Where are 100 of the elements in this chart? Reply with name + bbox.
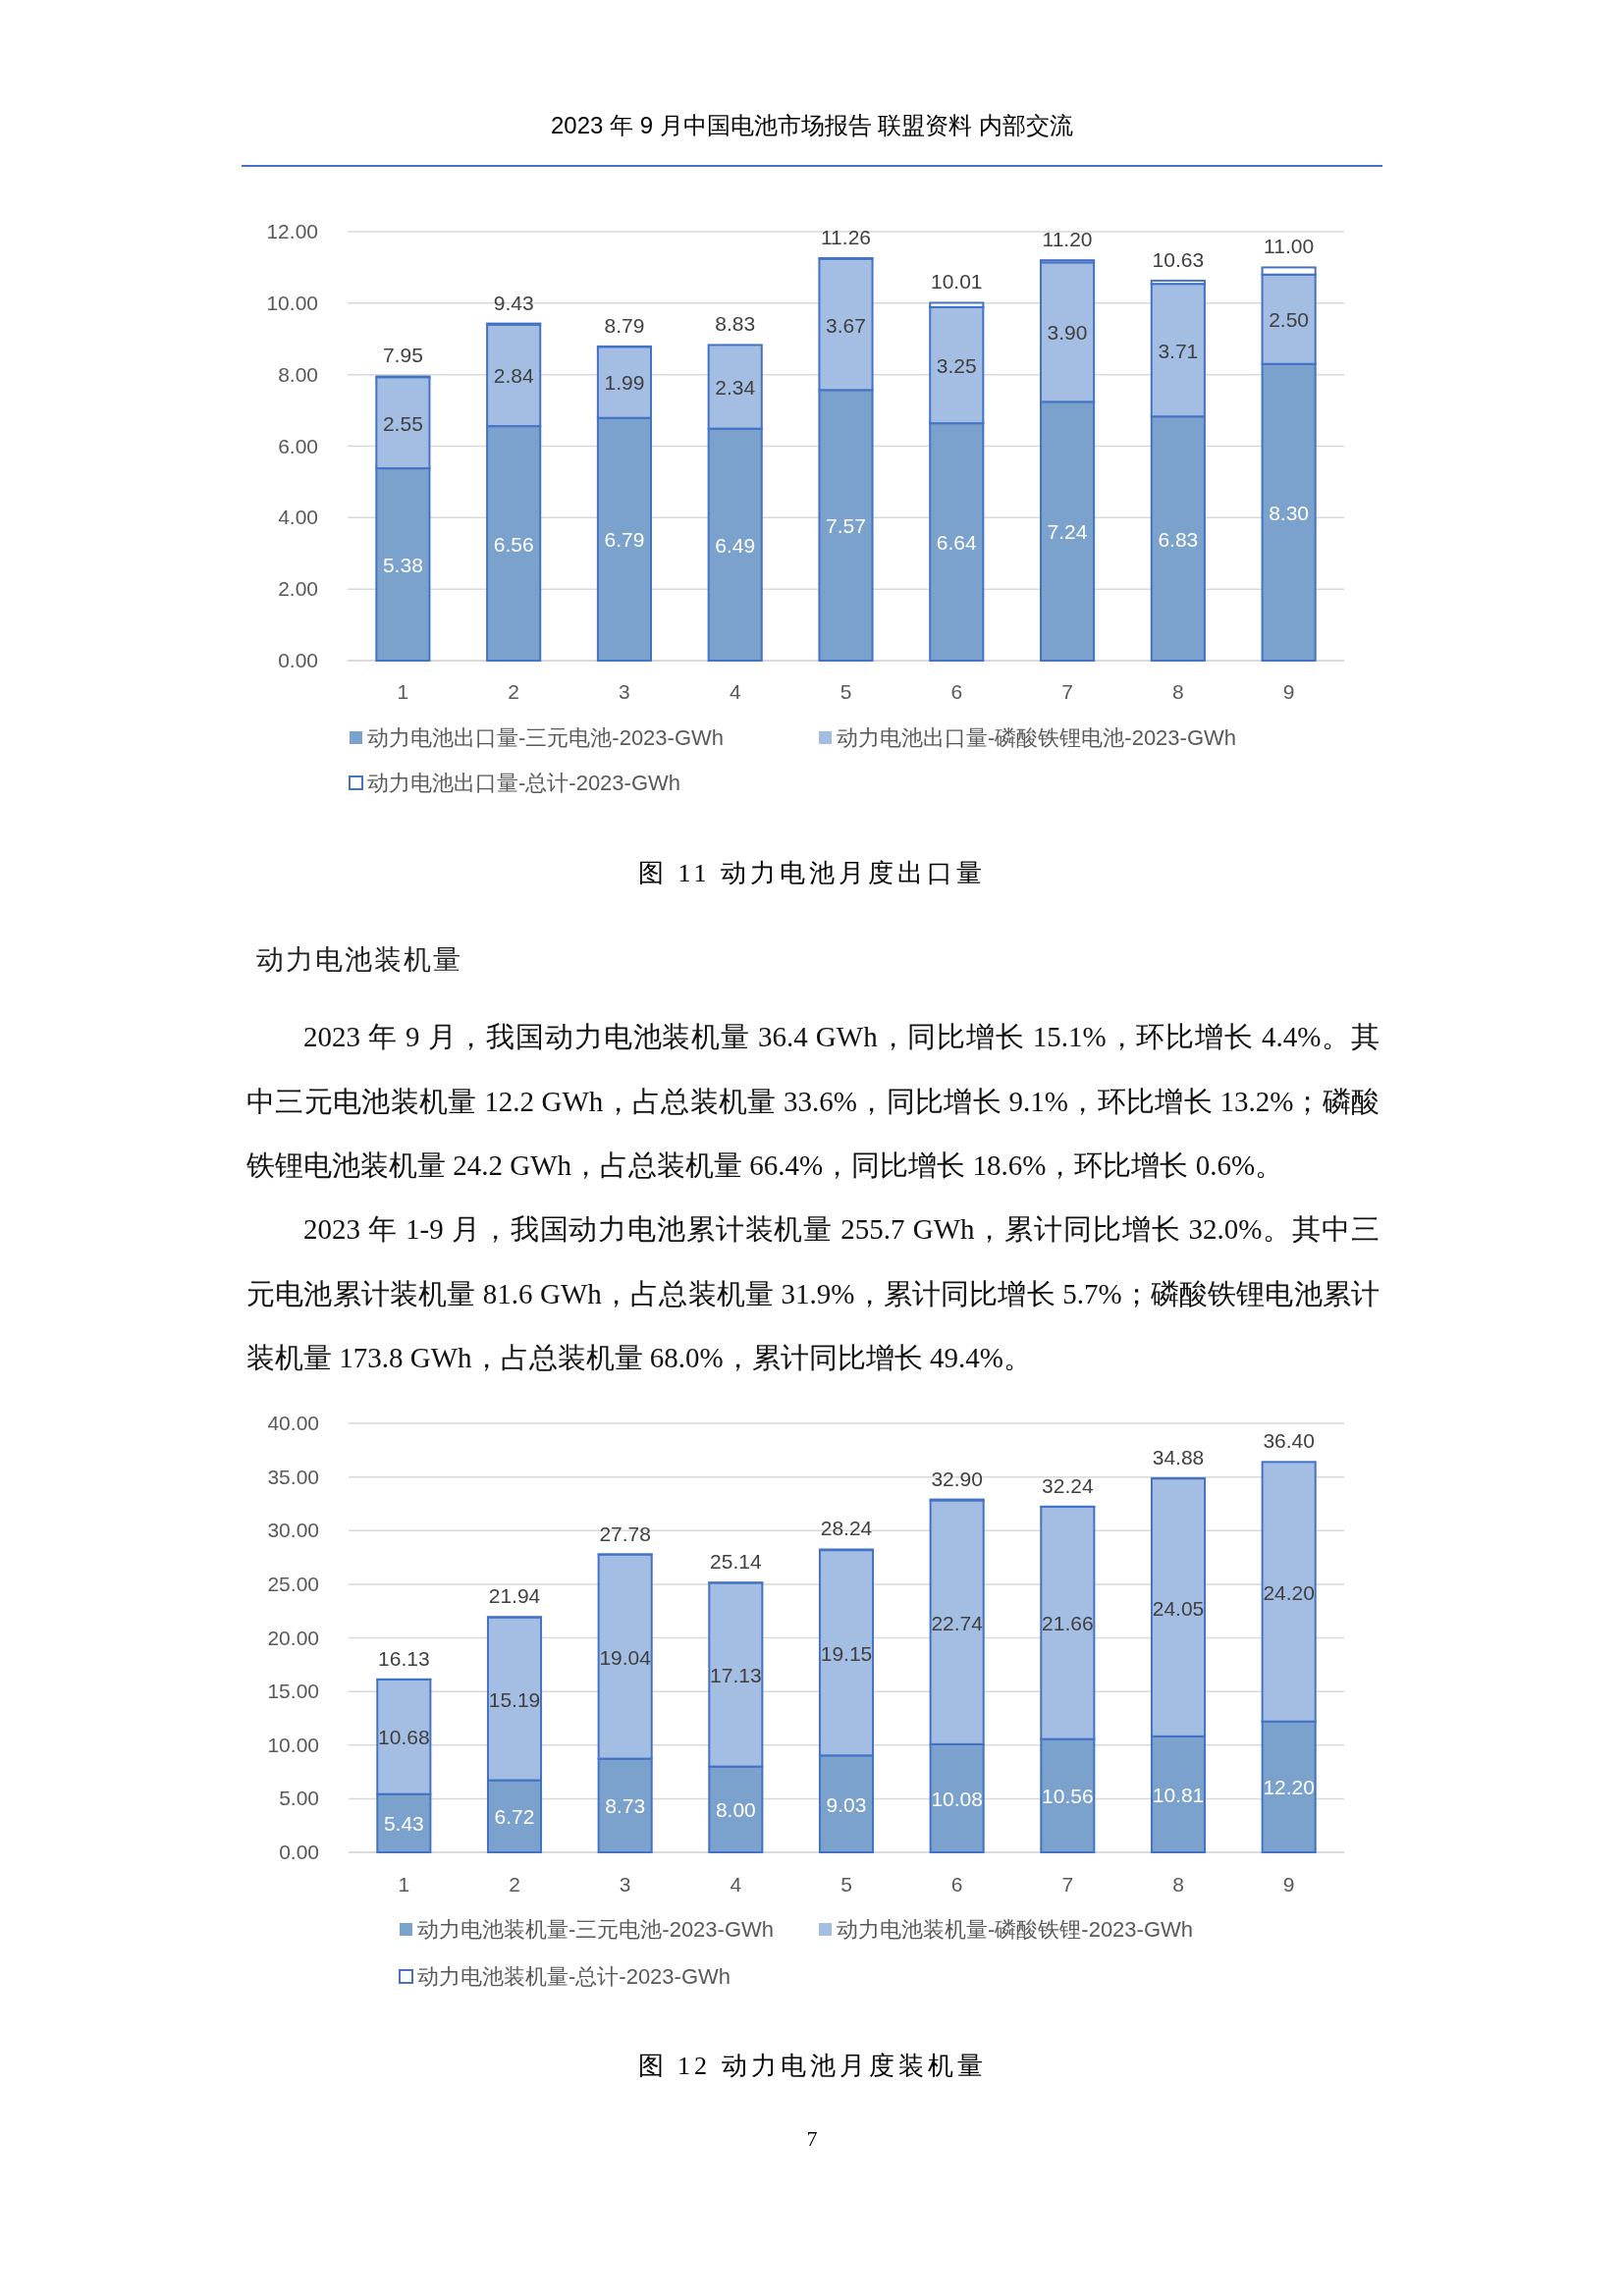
x-tick-label: 1 xyxy=(397,680,409,703)
total-label: 32.24 xyxy=(1042,1473,1094,1497)
text: 2023 年 9 月中国电池市场报告 联盟资料 内部交流 xyxy=(550,112,1074,138)
total-label: 34.88 xyxy=(1152,1445,1205,1468)
data-label: 21.66 xyxy=(1042,1612,1094,1635)
data-label: 7.57 xyxy=(826,514,866,538)
x-tick-label: 9 xyxy=(1282,1873,1295,1896)
data-label: 1.99 xyxy=(604,371,645,395)
legend-label: 动力电池出口量-总计-2023-GWh xyxy=(367,771,681,795)
total-label: 32.90 xyxy=(931,1467,983,1490)
y-tick-label: 0.00 xyxy=(279,1841,319,1863)
data-label: 15.19 xyxy=(488,1687,541,1711)
data-label: 19.04 xyxy=(599,1645,652,1669)
total-label: 11.20 xyxy=(1042,228,1093,251)
y-tick-label: 12.00 xyxy=(266,220,318,242)
y-tick-label: 6.00 xyxy=(278,434,318,457)
data-label: 12.20 xyxy=(1263,1776,1315,1799)
data-label: 6.64 xyxy=(936,531,978,555)
total-label: 8.79 xyxy=(604,313,645,337)
x-tick-label: 8 xyxy=(1172,1873,1184,1896)
data-label: 2.84 xyxy=(493,364,534,388)
data-label: 2.55 xyxy=(382,411,423,435)
text: 动力电池装机量 xyxy=(256,944,462,975)
y-tick-label: 8.00 xyxy=(278,362,318,386)
x-tick-label: 6 xyxy=(950,680,963,703)
y-tick-label: 35.00 xyxy=(267,1465,319,1488)
total-label: 8.83 xyxy=(715,312,756,336)
total-label: 36.40 xyxy=(1263,1429,1315,1453)
data-label: 2.50 xyxy=(1269,308,1310,332)
data-label: 7.24 xyxy=(1047,520,1088,544)
x-tick-label: 1 xyxy=(398,1873,410,1896)
total-label: 11.26 xyxy=(821,225,871,248)
text: 图 11 动力电池月度出口量 xyxy=(637,859,987,887)
total-label: 16.13 xyxy=(378,1646,430,1670)
data-label: 3.71 xyxy=(1158,339,1199,362)
total-label: 27.78 xyxy=(599,1522,651,1545)
x-tick-label: 2 xyxy=(509,1873,520,1896)
data-label: 6.72 xyxy=(494,1805,535,1829)
text: 2023 年 1-9 月，我国动力电池累计装机量 255.7 GWh，累计同比增长 32.0%。其中三元电池累计装机量 81.6 GWh，占总装机量 31.9%，累计同比增长 5.7%；磷酸铁锂电池累计装机量 173.8 GWh，占总装机量 68.0%，累计同比增长 49.4%。 xyxy=(246,1212,1380,1375)
total-label: 25.14 xyxy=(710,1550,762,1574)
y-tick-label: 10.00 xyxy=(266,291,318,314)
x-tick-label: 4 xyxy=(730,1873,742,1896)
text: 7 xyxy=(806,2126,818,2151)
data-label: 24.20 xyxy=(1263,1580,1315,1604)
y-tick-label: 40.00 xyxy=(267,1412,319,1434)
data-label: 10.08 xyxy=(931,1787,983,1810)
data-label: 6.83 xyxy=(1158,527,1199,551)
y-tick-label: 5.00 xyxy=(279,1787,319,1810)
x-tick-label: 8 xyxy=(1171,680,1184,703)
data-label: 17.13 xyxy=(710,1664,762,1687)
data-label: 2.34 xyxy=(715,376,756,400)
data-label: 10.81 xyxy=(1152,1783,1205,1806)
legend-label: 动力电池装机量-三元电池-2023-GWh xyxy=(417,1917,775,1942)
total-label: 11.00 xyxy=(1264,235,1315,258)
x-tick-label: 6 xyxy=(950,1873,963,1896)
x-tick-label: 7 xyxy=(1061,680,1073,703)
total-label: 10.63 xyxy=(1152,247,1205,271)
data-label: 10.68 xyxy=(378,1726,430,1749)
data-label: 6.49 xyxy=(715,533,756,557)
legend-label: 动力电池出口量-三元电池-2023-GWh xyxy=(367,725,725,750)
legend-label: 动力电池装机量-磷酸铁锂-2023-GWh xyxy=(837,1917,1194,1942)
legend-label: 动力电池装机量-总计-2023-GWh xyxy=(417,1964,731,1989)
total-label: 9.43 xyxy=(493,291,534,314)
x-tick-label: 3 xyxy=(619,1873,631,1896)
data-label: 9.03 xyxy=(826,1792,867,1816)
data-label: 5.43 xyxy=(383,1812,424,1836)
data-label: 19.15 xyxy=(820,1641,873,1665)
y-tick-label: 20.00 xyxy=(267,1626,319,1649)
x-tick-label: 5 xyxy=(840,1873,852,1896)
total-label: 28.24 xyxy=(820,1517,873,1540)
y-tick-label: 30.00 xyxy=(267,1519,319,1542)
total-label: 10.01 xyxy=(931,270,983,294)
data-label: 3.25 xyxy=(936,354,977,378)
total-label: 7.95 xyxy=(382,344,423,367)
total-label: 21.94 xyxy=(488,1584,541,1608)
x-tick-label: 4 xyxy=(729,680,741,703)
data-label: 8.00 xyxy=(715,1798,756,1822)
data-label: 6.56 xyxy=(493,532,534,556)
x-tick-label: 5 xyxy=(839,680,852,703)
y-tick-label: 25.00 xyxy=(267,1572,319,1595)
data-label: 22.74 xyxy=(931,1611,984,1634)
data-label: 8.73 xyxy=(605,1794,646,1818)
text: 2023 年 9 月，我国动力电池装机量 36.4 GWh，同比增长 15.1%，环比增长 4.4%。其中三元电池装机量 12.2 GWh，占总装机量 33.6%，同比增长 9.1%，环比增长 13.2%；磷酸铁锂电池装机量 24.2 GWh，占总装机量 66.4%，同比增长 18.6%，环比增长 0.6%。 xyxy=(246,1020,1380,1183)
data-label: 8.30 xyxy=(1269,501,1310,524)
y-tick-label: 0.00 xyxy=(278,649,318,671)
x-tick-label: 7 xyxy=(1061,1873,1074,1896)
data-label: 5.38 xyxy=(382,554,423,577)
data-label: 10.56 xyxy=(1042,1785,1094,1808)
data-label: 24.05 xyxy=(1152,1596,1205,1620)
text: 图 12 动力电池月度装机量 xyxy=(637,2052,987,2080)
y-tick-label: 10.00 xyxy=(267,1733,319,1756)
y-tick-label: 2.00 xyxy=(278,577,318,601)
x-tick-label: 3 xyxy=(619,680,630,703)
y-tick-label: 4.00 xyxy=(278,506,318,529)
x-tick-label: 9 xyxy=(1282,680,1295,703)
data-label: 6.79 xyxy=(604,528,645,552)
data-label: 3.90 xyxy=(1047,321,1088,345)
legend-label: 动力电池出口量-磷酸铁锂电池-2023-GWh xyxy=(837,725,1237,750)
data-label: 3.67 xyxy=(826,313,866,337)
y-tick-label: 15.00 xyxy=(267,1680,319,1703)
